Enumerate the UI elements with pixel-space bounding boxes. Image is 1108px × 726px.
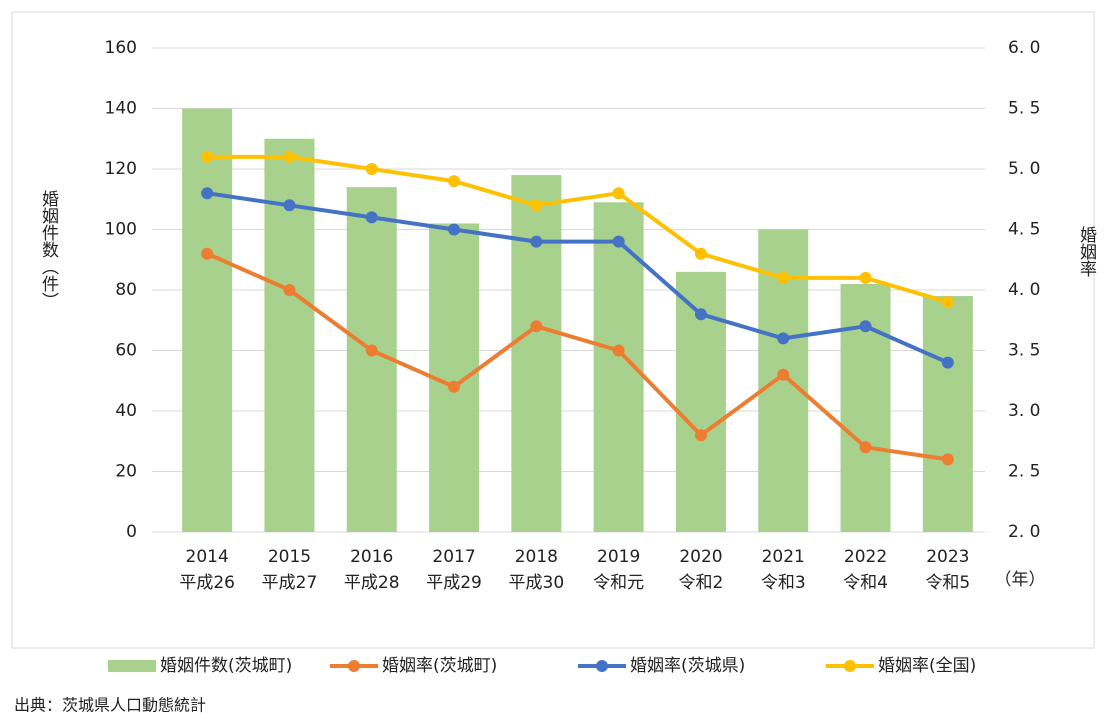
line-marker — [530, 235, 543, 248]
line-marker — [283, 199, 296, 212]
y-tick-label: 140 — [105, 99, 137, 119]
y-tick-label: 20 — [115, 462, 137, 482]
y-axis-label: 婚姻件数（件） — [38, 190, 59, 309]
x-tick-label: 2019 — [597, 547, 640, 567]
y2-tick-label: 5. 0 — [1008, 159, 1040, 179]
line-marker — [530, 199, 543, 212]
line-marker — [530, 320, 543, 333]
x-tick-label: 2021 — [762, 547, 805, 567]
x-tick-label: 令和4 — [843, 573, 888, 593]
line-marker — [448, 223, 461, 236]
x-tick-label: 平成30 — [509, 573, 565, 593]
source: 出典：茨城県人口動態統計 — [14, 696, 206, 715]
chart-frame — [11, 11, 1095, 649]
legend-label: 婚姻件数(茨城町) — [160, 656, 292, 676]
line-marker — [283, 150, 296, 163]
line-marker — [612, 187, 625, 200]
x-tick-label: 2014 — [186, 547, 229, 567]
x-tick-label: 令和元 — [593, 573, 644, 593]
line-marker — [941, 296, 954, 309]
bar — [511, 175, 562, 533]
line-marker — [365, 163, 378, 175]
y-tick-label: 160 — [105, 38, 137, 58]
x-tick-label: 2022 — [844, 547, 887, 567]
bar — [182, 108, 233, 532]
x-tick-label: 2020 — [679, 547, 722, 567]
bar — [922, 296, 973, 532]
line-marker — [201, 247, 214, 260]
y2-tick-label: 6. 0 — [1008, 38, 1040, 58]
y-tick-label: 100 — [105, 220, 137, 240]
legend-swatch — [348, 660, 360, 672]
line-marker — [941, 356, 954, 369]
x-tick-label: 令和5 — [925, 573, 970, 593]
bar — [264, 138, 315, 532]
x-tick-label: 2017 — [432, 547, 475, 567]
line-marker — [694, 247, 707, 260]
legend-swatch — [844, 660, 856, 672]
line-marker — [201, 187, 214, 200]
y-tick-label: 0 — [126, 522, 137, 542]
y2-tick-label: 2. 5 — [1008, 462, 1040, 482]
line-marker — [694, 308, 707, 321]
line-marker — [777, 271, 790, 284]
legend-label: 婚姻率(茨城県) — [630, 656, 745, 676]
x-axis-label: （年） — [995, 570, 1046, 590]
y-tick-label: 60 — [115, 341, 137, 361]
x-tick-label: 平成29 — [426, 573, 482, 593]
line — [206, 191, 949, 365]
line — [206, 251, 949, 462]
line-marker — [777, 332, 790, 345]
line — [207, 154, 949, 305]
line-marker — [365, 211, 378, 224]
line-marker — [283, 284, 296, 296]
line-marker — [859, 441, 872, 454]
y-tick-label: 80 — [115, 280, 137, 300]
line-marker — [612, 235, 625, 248]
x-tick-label: 2018 — [515, 547, 558, 567]
y2-tick-label: 2. 0 — [1008, 522, 1040, 542]
y-tick-label: 40 — [115, 401, 137, 421]
line-marker — [365, 344, 378, 357]
y2-axis-label: 婚姻率 — [1076, 226, 1097, 277]
line-marker — [941, 453, 954, 466]
y2-tick-label: 3. 0 — [1008, 401, 1040, 421]
y2-tick-label: 5. 5 — [1008, 99, 1040, 119]
y2-tick-label: 4. 5 — [1008, 220, 1040, 240]
line-marker — [694, 429, 707, 442]
y2-tick-label: 3. 5 — [1008, 341, 1040, 361]
legend-swatch — [596, 660, 608, 672]
line-marker — [859, 271, 872, 284]
x-tick-label: 2023 — [926, 547, 969, 567]
line-marker — [448, 380, 461, 393]
line-marker — [777, 368, 790, 381]
legend-label: 婚姻率(全国) — [878, 656, 976, 676]
x-tick-label: 2015 — [268, 547, 311, 567]
y-tick-label: 120 — [105, 159, 137, 179]
y2-tick-label: 4. 0 — [1008, 280, 1040, 300]
legend-swatch — [108, 660, 156, 672]
x-tick-label: 令和2 — [679, 573, 724, 593]
x-tick-label: 平成26 — [179, 573, 235, 593]
x-tick-label: 2016 — [350, 547, 393, 567]
line-marker — [612, 344, 625, 357]
x-tick-label: 令和3 — [761, 573, 806, 593]
legend-label: 婚姻率(茨城町) — [382, 656, 497, 676]
line-marker — [201, 150, 214, 163]
line-marker — [859, 320, 872, 333]
line-marker — [448, 175, 461, 188]
x-tick-label: 平成27 — [262, 573, 318, 593]
x-tick-label: 平成28 — [344, 573, 400, 593]
